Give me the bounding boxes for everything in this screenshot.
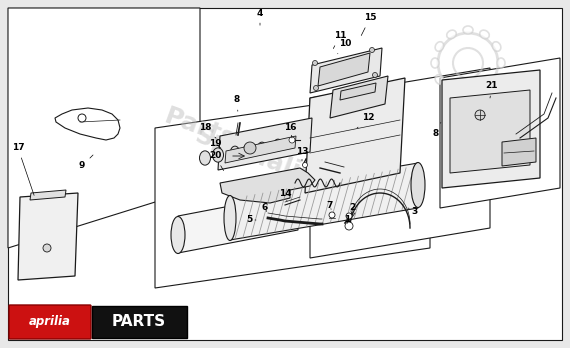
Polygon shape (330, 76, 388, 118)
Polygon shape (218, 118, 312, 170)
Text: 8: 8 (433, 122, 441, 137)
Text: 7: 7 (327, 201, 333, 211)
Polygon shape (18, 193, 78, 280)
Circle shape (346, 213, 352, 219)
Ellipse shape (463, 92, 473, 100)
Circle shape (43, 244, 51, 252)
Circle shape (312, 61, 317, 65)
Circle shape (369, 47, 374, 53)
Text: 8: 8 (234, 95, 240, 111)
Text: 11: 11 (333, 32, 346, 49)
Text: PARTS: PARTS (112, 315, 166, 330)
Text: 20: 20 (209, 151, 223, 171)
Polygon shape (8, 8, 200, 248)
Ellipse shape (200, 151, 210, 165)
Text: 9: 9 (79, 155, 93, 171)
Text: 16: 16 (284, 124, 296, 138)
Ellipse shape (447, 87, 456, 96)
Circle shape (289, 137, 295, 143)
Polygon shape (225, 136, 296, 163)
Ellipse shape (480, 30, 489, 39)
Ellipse shape (224, 196, 236, 240)
Text: 14: 14 (279, 189, 291, 201)
Ellipse shape (411, 163, 425, 207)
Ellipse shape (447, 30, 456, 39)
Circle shape (314, 86, 319, 90)
Ellipse shape (463, 26, 473, 34)
Polygon shape (178, 193, 298, 253)
Polygon shape (8, 8, 562, 340)
Ellipse shape (274, 139, 283, 151)
Ellipse shape (431, 58, 439, 68)
Polygon shape (318, 53, 370, 86)
Text: 15: 15 (361, 14, 376, 35)
Text: aprilia: aprilia (29, 316, 71, 329)
Text: 6: 6 (262, 204, 268, 213)
Text: 18: 18 (199, 124, 216, 138)
Polygon shape (502, 138, 536, 166)
Polygon shape (230, 163, 418, 240)
Text: 4: 4 (257, 8, 263, 25)
Ellipse shape (492, 75, 501, 84)
Polygon shape (340, 83, 376, 100)
Text: 17: 17 (12, 143, 34, 195)
FancyBboxPatch shape (92, 306, 187, 338)
Text: 13: 13 (296, 148, 308, 161)
Text: 12: 12 (357, 113, 374, 128)
Circle shape (244, 142, 256, 154)
Ellipse shape (435, 42, 443, 51)
Polygon shape (450, 90, 530, 173)
Ellipse shape (492, 42, 501, 51)
Polygon shape (310, 68, 490, 258)
Circle shape (329, 212, 335, 218)
Ellipse shape (258, 142, 267, 154)
Circle shape (373, 72, 377, 78)
Circle shape (345, 222, 353, 230)
Ellipse shape (230, 146, 239, 158)
Ellipse shape (243, 144, 253, 156)
Polygon shape (310, 48, 382, 93)
Text: 1: 1 (344, 215, 350, 224)
Polygon shape (155, 88, 430, 288)
Ellipse shape (213, 148, 223, 162)
Text: Specialist: Specialist (192, 123, 329, 193)
Text: 10: 10 (337, 40, 351, 54)
Polygon shape (55, 108, 120, 140)
Text: 3: 3 (408, 206, 418, 215)
Polygon shape (30, 190, 66, 200)
Polygon shape (305, 78, 405, 193)
Text: 2: 2 (349, 204, 355, 213)
Circle shape (78, 114, 86, 122)
Circle shape (303, 163, 307, 167)
Polygon shape (440, 58, 560, 208)
Ellipse shape (480, 87, 489, 96)
Ellipse shape (435, 75, 443, 84)
Text: 21: 21 (486, 81, 498, 98)
FancyBboxPatch shape (9, 305, 91, 339)
Circle shape (475, 110, 485, 120)
Text: Parts: Parts (161, 104, 239, 152)
Ellipse shape (171, 216, 185, 253)
Text: 19: 19 (209, 139, 221, 148)
Text: 5: 5 (246, 215, 256, 224)
Polygon shape (220, 168, 315, 203)
Ellipse shape (497, 58, 505, 68)
Polygon shape (442, 70, 540, 188)
